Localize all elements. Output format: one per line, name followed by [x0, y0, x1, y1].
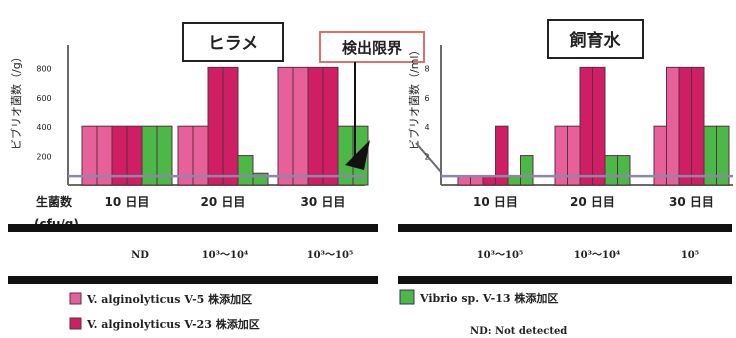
y-tick-label: 600	[36, 94, 51, 103]
bar	[322, 66, 339, 186]
bar	[307, 66, 324, 186]
bar	[579, 66, 593, 186]
y-tick-label: 6	[424, 94, 429, 103]
chart-title: 飼育水	[569, 30, 622, 51]
x-tick-label: 30 日目	[301, 195, 346, 209]
y-axis-label: ビブリオ菌数（/ml）	[407, 45, 421, 150]
bar	[156, 125, 173, 186]
bar	[457, 175, 471, 186]
bar	[207, 66, 224, 186]
legend-label: V. alginolyticus V-23 株添加区	[86, 317, 260, 331]
chart-rearing-water: ビブリオ菌数（/ml） 飼育水 2 4 6 8 10 日目 20 日目 30 日目	[407, 19, 733, 209]
bar	[237, 155, 254, 186]
bar	[252, 172, 269, 186]
legend-swatch	[69, 292, 82, 305]
table-rule	[8, 224, 378, 232]
bar	[691, 66, 705, 186]
chart-title-box	[547, 19, 644, 59]
live-count-value: 10³〜10⁴	[574, 250, 621, 261]
bar	[604, 155, 618, 186]
live-count-value: ND	[131, 250, 149, 261]
table-rule	[8, 276, 378, 284]
bar	[592, 66, 606, 186]
chart-flounder: ビブリオ菌数（/g） ヒラメ 200 400 600 800 10 日目 20 日目 30…	[9, 22, 369, 209]
legend-swatch	[399, 289, 415, 305]
bar	[277, 66, 294, 186]
x-tick-label: 20 日目	[570, 195, 615, 209]
legend-swatch	[69, 317, 82, 330]
y-tick-label: 800	[36, 64, 51, 73]
chart-title: ヒラメ	[208, 34, 259, 54]
bar	[495, 125, 509, 186]
footnote: ND: Not detected	[470, 326, 567, 337]
legend-item-v5: V. alginolyticus V-5 株添加区	[69, 292, 252, 306]
legend-label: V. alginolyticus V-5 株添加区	[86, 292, 252, 306]
legend: V. alginolyticus V-5 株添加区 V. alginolytic…	[69, 289, 558, 331]
table-rule	[398, 224, 732, 232]
live-count-value: 10³〜10⁵	[307, 250, 354, 261]
bar	[507, 175, 521, 186]
legend-item-v13: Vibrio sp. V-13 株添加区	[399, 289, 558, 305]
x-tick-label: 10 日目	[473, 195, 518, 209]
bar	[470, 175, 484, 186]
live-count-value: 10³〜10⁵	[477, 250, 524, 261]
y-tick-label: 4	[424, 123, 429, 132]
y-axis-label: ビブリオ菌数（/g）	[9, 51, 23, 150]
y-tick-label: 200	[36, 153, 51, 162]
bar	[678, 66, 692, 186]
detection-limit-arrow-head	[345, 140, 370, 170]
chart-title-box	[182, 22, 284, 62]
live-count-label: 生菌数	[36, 194, 73, 209]
x-tick-label: 10 日目	[105, 195, 150, 209]
x-tick-label: 20 日目	[201, 195, 246, 209]
bar	[666, 66, 680, 186]
y-tick-label: 2	[424, 153, 429, 162]
bar	[482, 175, 496, 186]
y-tick-label: 8	[424, 64, 429, 73]
detection-limit-label: 検出限界	[342, 39, 402, 57]
legend-item-v23: V. alginolyticus V-23 株添加区	[69, 317, 260, 331]
axis-break-marker	[415, 142, 442, 173]
bar	[520, 155, 534, 186]
bar	[716, 125, 730, 186]
y-tick-label: 400	[36, 123, 51, 132]
bar	[617, 155, 631, 186]
legend-label: Vibrio sp. V-13 株添加区	[419, 291, 558, 305]
table-rule	[398, 276, 732, 284]
live-count-value: 10⁵	[681, 250, 699, 261]
bar	[222, 66, 239, 186]
detection-limit-box	[319, 31, 425, 63]
x-tick-label: 30 日目	[669, 195, 714, 209]
live-count-value: 10³〜10⁴	[202, 250, 249, 261]
bar	[292, 66, 309, 186]
